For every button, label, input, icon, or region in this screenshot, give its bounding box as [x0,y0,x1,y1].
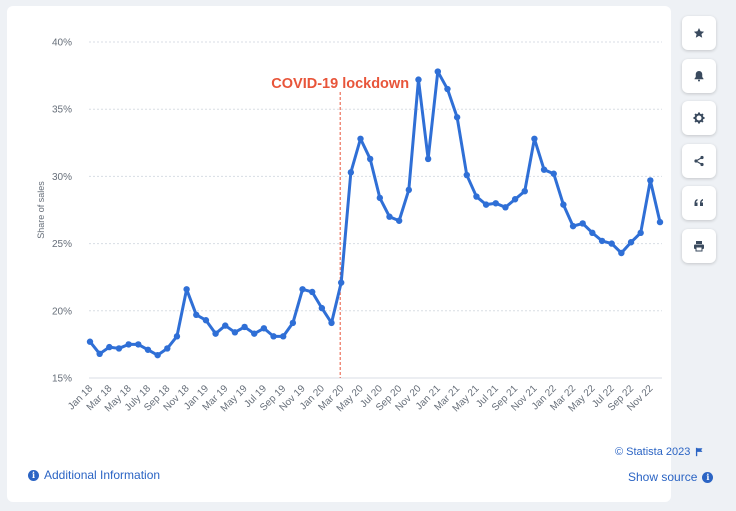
data-point [405,186,413,194]
data-point [115,345,123,352]
gear-icon [693,112,705,124]
data-point [125,341,132,348]
data-point [309,288,316,296]
quote-icon [694,199,703,206]
data-point [328,319,335,327]
data-point [357,135,364,142]
series-line [88,70,662,357]
y-tick-label: 15% [52,374,72,385]
data-point [212,330,219,337]
data-point [347,169,355,176]
data-point [202,317,210,324]
data-point [289,319,297,327]
data-point [492,200,499,207]
data-point [521,187,528,195]
data-point [560,201,567,208]
data-point [386,213,393,220]
data-point [627,239,635,246]
data-point [656,218,664,226]
data-point [96,350,103,358]
cite-button[interactable] [682,186,716,220]
data-point [86,338,94,345]
data-point [647,177,654,184]
data-point [337,279,345,286]
data-point [231,329,239,336]
additional-information-label: Additional Information [44,468,161,482]
print-button[interactable] [682,228,716,263]
data-point [463,171,470,179]
data-point [106,343,113,351]
copyright-label: © Statista 2023 [615,446,691,458]
notification-button[interactable] [682,58,716,93]
star-icon [693,28,705,38]
data-point [608,240,615,247]
share-icon [694,155,704,166]
data-point [598,237,606,245]
info-icon: i [702,471,714,483]
share-button[interactable] [682,143,716,178]
statista-credit[interactable]: © Statista 2023 [615,446,704,458]
y-axis-label: Share of sales [36,181,46,239]
annotation-label: COVID-19 lockdown [271,76,409,92]
data-point [299,286,306,293]
data-point [424,155,432,163]
data-point [569,222,577,230]
data-point [415,76,422,83]
data-point [164,345,171,352]
data-point [540,166,548,173]
data-point [241,323,248,331]
data-point [270,333,277,340]
data-point [251,330,258,337]
data-point [222,322,229,329]
y-tick-label: 30% [52,172,72,183]
data-point [173,333,181,340]
data-point [318,304,326,312]
data-point [434,68,441,75]
data-point [531,135,538,142]
toolbar-sidebar [682,16,718,271]
data-point [482,201,490,208]
settings-button[interactable] [682,101,716,135]
data-point [502,204,509,211]
y-tick-label: 35% [52,105,72,116]
data-point [376,194,384,202]
data-point [395,217,403,224]
data-point [511,196,519,203]
additional-information-link[interactable]: i Additional Information [28,468,160,482]
data-point [453,114,461,121]
y-tick-label: 25% [52,239,72,250]
chart-card [7,6,671,502]
data-point [366,155,374,163]
data-point [444,85,451,93]
favorite-button[interactable] [682,16,716,50]
show-source-link[interactable]: Show source i [628,470,714,484]
info-icon: i [28,469,39,481]
printer-icon [694,240,704,251]
data-point [135,341,142,348]
data-point [579,220,586,227]
y-tick-label: 20% [52,306,72,317]
data-point [473,193,480,200]
flag-icon [696,447,703,457]
data-point [637,229,644,237]
show-source-label: Show source [628,470,698,484]
y-tick-label: 40% [52,38,72,49]
data-point [183,286,190,293]
data-point [260,325,268,332]
data-point [193,311,200,319]
data-point [280,333,287,340]
bell-icon [694,70,704,81]
data-point [144,346,152,353]
data-point [589,229,596,237]
data-point [550,170,557,177]
data-point [618,249,625,257]
data-point [154,351,161,359]
